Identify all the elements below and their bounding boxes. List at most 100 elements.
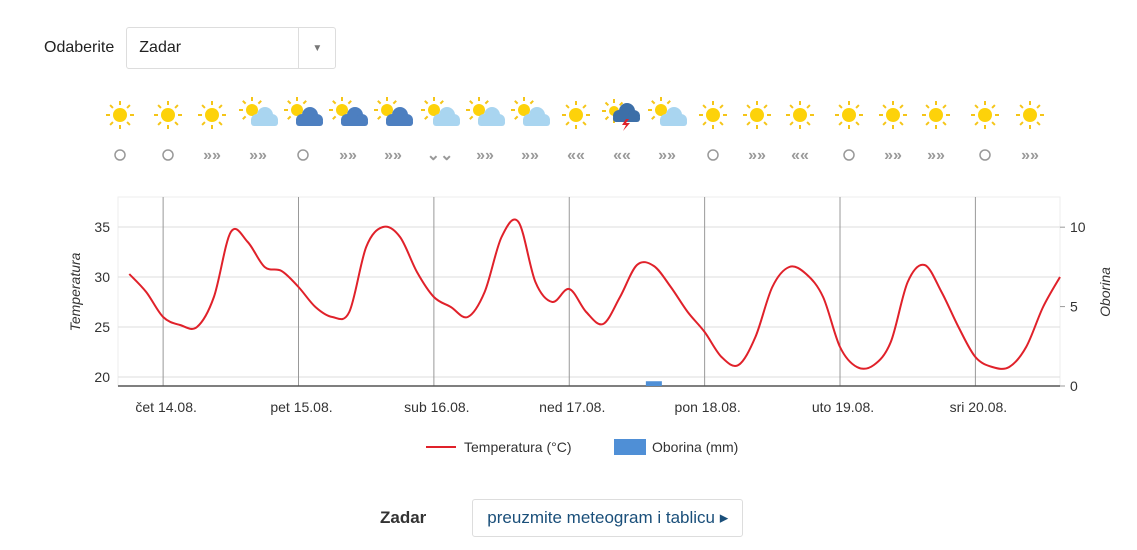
wind-arrow: »» [1021,147,1039,164]
wind-arrow: ⌄⌄ [427,147,454,164]
sun-ray [201,104,206,109]
cloud-base [251,119,278,126]
sun-ray [332,115,337,120]
sun [381,104,393,116]
x-tick-label: ned 17.08. [539,399,605,415]
y2-tick-label: 0 [1070,378,1078,394]
y-tick-label: 35 [94,219,110,235]
wind-arrow: »» [748,147,766,164]
cloud-base [660,119,687,126]
sun-ray [582,104,587,109]
sun-ray [257,100,262,105]
y-tick-label: 20 [94,369,110,385]
sun-ray [565,121,570,126]
sun [978,108,992,122]
sun-ray [666,100,671,105]
footer: Zadar preuzmite meteogram i tablicu ▸ [380,499,744,537]
sun-ray [109,121,114,126]
legend-label: Temperatura (°C) [464,439,572,455]
x-tick-label: čet 14.08. [135,399,197,415]
sun-ray [974,121,979,126]
y-tick-label: 30 [94,269,110,285]
x-tick-label: sub 16.08. [404,399,469,415]
weather-icons: »» »» »» »» ⌄⌄ »» »» «« «« »» »» «« »» »» »» [106,97,1044,164]
sun-ray [287,115,292,120]
sun-ray [806,104,811,109]
sun-ray [347,100,352,105]
sun-ray [332,100,337,105]
sun-ray [157,104,162,109]
sun [336,104,348,116]
sun-ray [899,121,904,126]
wind-arrow: «« [613,147,631,164]
sun-ray [855,121,860,126]
wind-arrow: »» [927,147,945,164]
sun-ray [424,115,429,120]
sun-ray [392,100,397,105]
sun-ray [469,100,474,105]
sun-ray [287,100,292,105]
sun-ray [719,121,724,126]
calm [297,149,309,161]
cloud-base [296,119,323,126]
sun-ray [882,104,887,109]
sun-ray [424,100,429,105]
wind-arrow: »» [476,147,494,164]
sun-ray [109,104,114,109]
cloud-base [478,119,505,126]
plot-area [117,196,1061,387]
sun-ray [439,100,444,105]
cloud [296,107,323,126]
sun-ray [1019,121,1024,126]
sun [246,104,258,116]
cloud [341,107,368,126]
cloud [251,107,278,126]
sun-ray [746,121,751,126]
chart: »» »» »» »» ⌄⌄ »» »» «« «« »» »» «« »» »» »» Temperatu… [67,97,1113,455]
cloud [478,107,505,126]
cloud-base [613,115,640,122]
sun-ray [855,104,860,109]
dropdown-value: Zadar [139,39,182,56]
dropdown[interactable]: Zadar ▼ [126,27,337,69]
sun-ray [651,100,656,105]
sun-ray [514,100,519,105]
sun-ray [565,104,570,109]
caret: ▼ [298,28,335,68]
sun [793,108,807,122]
legend-swatch [614,439,646,455]
sun [518,104,530,116]
wind-arrow: «« [567,147,585,164]
sun-ray [789,121,794,126]
wind-arrow: »» [658,147,676,164]
sun [291,104,303,116]
legend-label: Oborina (mm) [652,439,738,455]
sun-ray [974,104,979,109]
sun-ray [789,104,794,109]
sun [706,108,720,122]
download-link[interactable]: preuzmite meteogram i tablicu ▸ [472,499,744,537]
y-tick-label: 25 [94,319,110,335]
sun-ray [991,121,996,126]
sun-ray [514,115,519,120]
sun-ray [838,104,843,109]
sun-ray [157,121,162,126]
selector: Odaberite Zadar ▼ [44,27,337,69]
sun-ray [806,121,811,126]
sun-ray [126,121,131,126]
calm [114,149,126,161]
footer-place: Zadar [380,508,427,527]
calm [162,149,174,161]
wind-arrow: »» [249,147,267,164]
selector-label: Odaberite [44,39,115,56]
sun-ray [899,104,904,109]
sun-ray [763,121,768,126]
sun-ray [218,121,223,126]
bolt [622,119,630,131]
sun [569,108,583,122]
x-tick-label: sri 20.08. [950,399,1008,415]
cloud [660,107,687,126]
sun [161,108,175,122]
wind-arrow: »» [884,147,902,164]
